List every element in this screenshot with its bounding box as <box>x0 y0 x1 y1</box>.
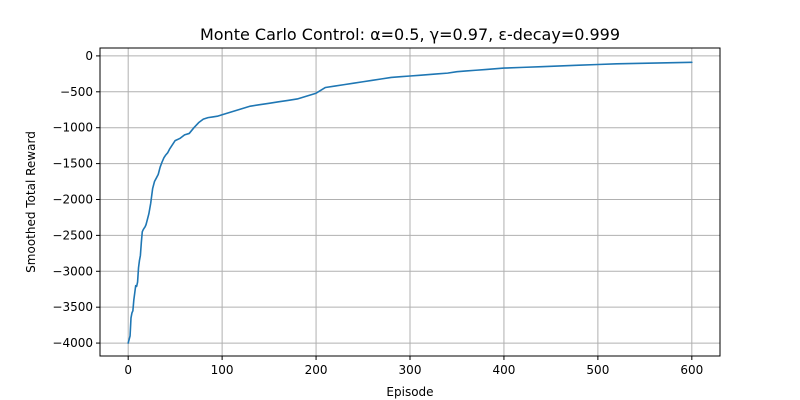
y-tick-label: −3000 <box>52 264 93 278</box>
y-tick-label: −2500 <box>52 228 93 242</box>
y-tick-label: 0 <box>85 49 93 63</box>
x-tick-label: 200 <box>305 363 328 377</box>
chart-title: Monte Carlo Control: α=0.5, γ=0.97, ε-de… <box>200 25 620 44</box>
x-tick-label: 0 <box>124 363 132 377</box>
y-tick-label: −1500 <box>52 157 93 171</box>
x-tick-label: 100 <box>211 363 234 377</box>
x-tick-label: 400 <box>492 363 515 377</box>
x-tick-label: 600 <box>680 363 703 377</box>
y-axis: 0 −500 −1000 −1500 −2000 −2500 −3000 −3500 −4000 <box>52 49 100 350</box>
x-tick-label: 300 <box>399 363 422 377</box>
y-tick-label: −500 <box>60 85 93 99</box>
y-tick-label: −3500 <box>52 300 93 314</box>
x-axis: 0 100 200 300 400 500 600 <box>124 356 703 377</box>
x-axis-label: Episode <box>386 385 433 399</box>
y-tick-label: −4000 <box>52 336 93 350</box>
x-tick-label: 500 <box>586 363 609 377</box>
y-axis-label: Smoothed Total Reward <box>24 131 38 273</box>
series-group <box>127 61 693 344</box>
y-tick-label: −2000 <box>52 192 93 206</box>
gridlines <box>100 48 720 356</box>
y-tick-label: −1000 <box>52 121 93 135</box>
series-line <box>127 61 693 344</box>
